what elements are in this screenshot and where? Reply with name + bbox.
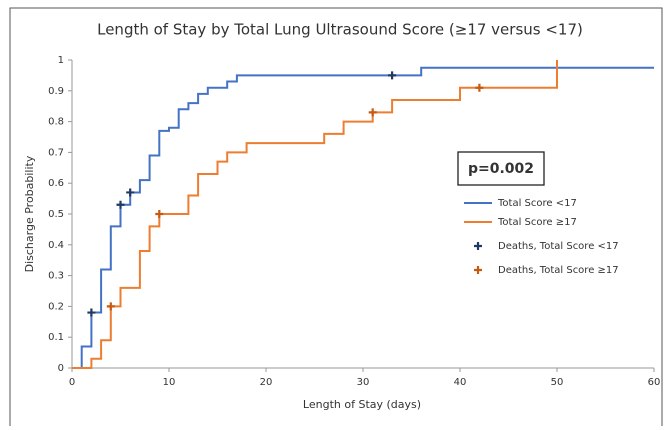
chart-title: Length of Stay by Total Lung Ultrasound … [97,21,583,39]
death-marker [106,302,115,311]
legend-swatch [474,242,482,250]
x-axis-label: Length of Stay (days) [303,398,421,411]
death-marker [87,308,96,317]
y-tick-label: 0.6 [48,178,64,189]
frame [9,7,663,430]
y-tick-label: 0.7 [48,147,64,158]
y-tick-label: 0 [58,363,64,374]
legend-label: Deaths, Total Score ≥17 [498,265,619,276]
y-tick-label: 0.9 [48,86,64,97]
legend-label: Total Score ≥17 [497,217,577,228]
x-tick-label: 20 [260,377,273,388]
y-tick-label: 0.1 [48,332,64,343]
y-axis-label: Discharge Probability [23,155,36,272]
y-tick-label: 0.3 [48,271,64,282]
death-marker [155,210,164,218]
x-tick-label: 60 [648,377,661,388]
annotation: p=0.002 [468,161,534,177]
death-marker [368,108,377,117]
y-tick-label: 0.8 [48,117,64,128]
death-marker [126,188,135,197]
legend-label: Deaths, Total Score <17 [498,241,619,252]
y-tick-label: 1 [58,55,64,66]
death-marker [388,71,397,80]
x-tick-label: 40 [454,377,467,388]
x-tick-label: 10 [163,377,176,388]
x-tick-label: 30 [357,377,370,388]
legend-label: Total Score <17 [497,198,577,209]
x-tick-label: 50 [551,377,564,388]
legend-swatch [474,266,482,274]
step-line [72,66,654,369]
death-marker [475,83,484,92]
y-tick-label: 0.5 [48,209,64,220]
x-tick-label: 0 [69,377,75,388]
y-tick-label: 0.2 [48,301,64,312]
y-tick-label: 0.4 [48,240,64,251]
annotation-box [457,151,545,186]
death-marker [116,200,125,209]
